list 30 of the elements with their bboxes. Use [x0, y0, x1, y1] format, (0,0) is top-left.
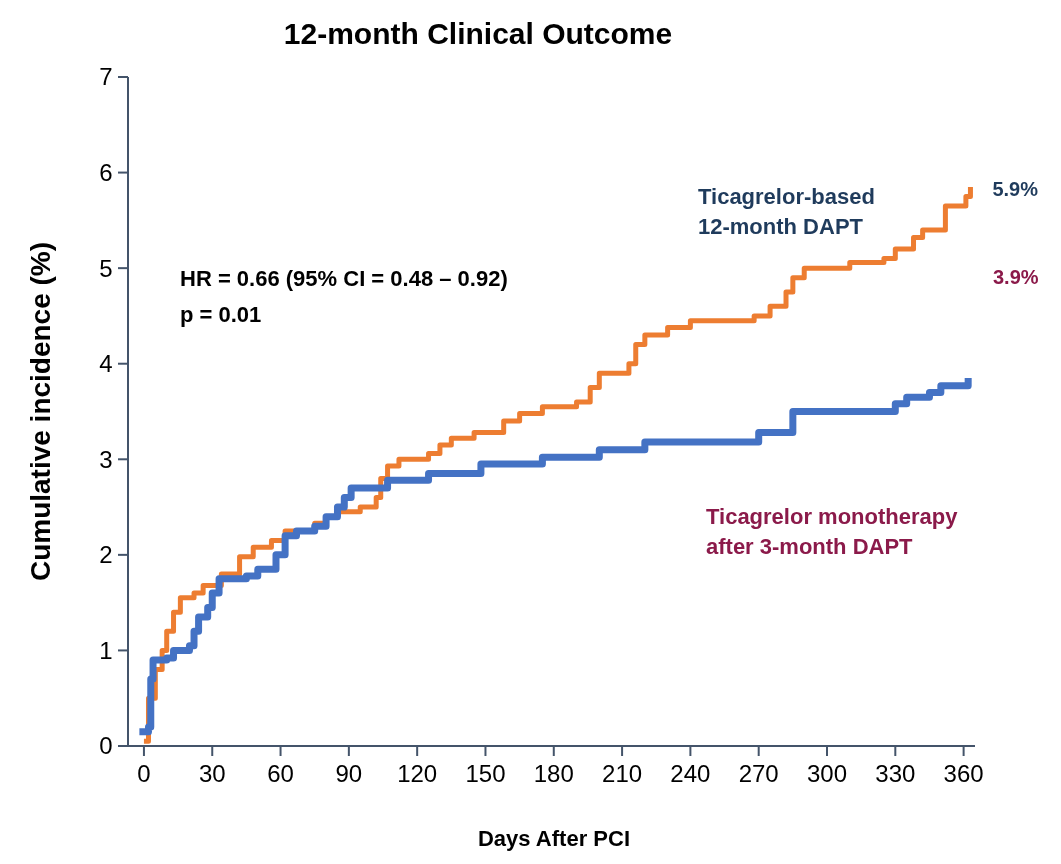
y-tick-label: 5 [99, 254, 113, 282]
x-tick-label: 0 [137, 760, 151, 787]
x-tick-label: 150 [465, 760, 506, 787]
y-tick-label: 2 [99, 541, 113, 569]
annotation: 5.9% [992, 177, 1039, 200]
chart-title: 12-month Clinical Outcome [283, 17, 673, 50]
annotation: p = 0.01 [180, 302, 262, 327]
x-tick-label: 330 [875, 760, 916, 787]
annotation: HR = 0.66 (95% CI = 0.48 – 0.92) [180, 266, 508, 291]
x-axis-title: Days After PCI [477, 826, 631, 851]
y-tick-label: 6 [99, 158, 113, 186]
x-tick-label: 210 [602, 760, 643, 787]
x-tick-label: 300 [806, 760, 848, 787]
text: Ticagrelor monotherapy after 3-month DAPT [706, 504, 959, 559]
y-tick-label: 4 [99, 350, 113, 378]
y-axis-title: Cumulative incidence (%) [25, 241, 56, 582]
x-tick-label: 120 [397, 760, 438, 787]
series-label: Ticagrelor-based 12-month DAPT [698, 184, 875, 239]
x-tick-label: 30 [198, 760, 226, 787]
x-tick-label: 60 [267, 760, 294, 787]
y-tick-label: 3 [99, 445, 113, 473]
x-tick-label: 360 [943, 760, 984, 787]
y-tick-label: 7 [99, 63, 113, 91]
x-tick-label: 240 [670, 760, 711, 787]
x-tick-label: 180 [533, 760, 574, 787]
x-tick-label: 270 [738, 760, 779, 787]
y-tick-label: 0 [99, 732, 113, 760]
y-tick-label: 1 [99, 636, 113, 664]
x-tick-label: 90 [335, 760, 363, 787]
text: 3.9% [993, 266, 1039, 288]
